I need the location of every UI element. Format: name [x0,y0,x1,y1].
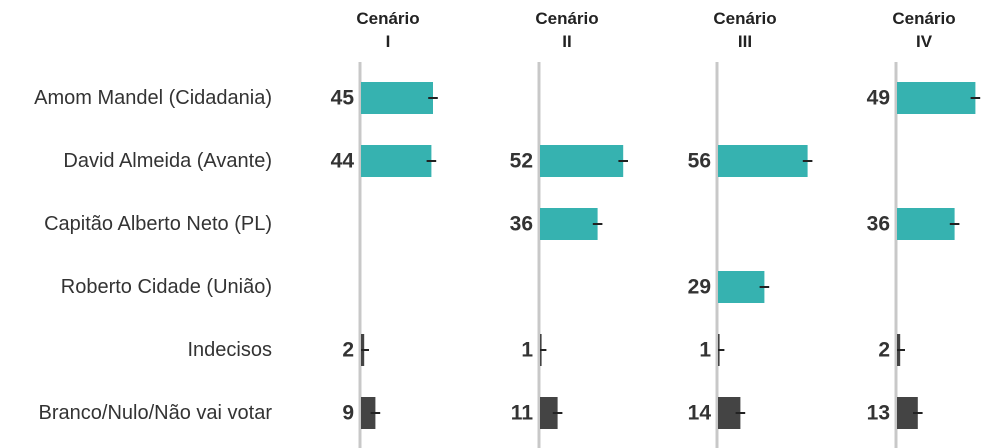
panel-subtitle: III [738,32,752,51]
bar [540,145,624,177]
panel-title: Cenário [892,9,955,28]
bar [361,82,433,114]
data-label: 11 [511,402,534,425]
bar [718,145,808,177]
data-label: 2 [342,339,354,362]
bar [540,397,558,429]
category-label: Indecisos [188,339,273,361]
category-label: Capitão Alberto Neto (PL) [44,213,272,235]
bar [361,397,376,429]
category-label: Branco/Nulo/Não vai votar [39,402,273,424]
panels: CenárioI454429CenárioII5236111CenárioIII… [331,9,981,448]
data-label: 9 [342,402,354,425]
panel-title: Cenário [356,9,419,28]
data-label: 29 [688,276,711,299]
data-label: 36 [510,213,533,236]
data-label: 44 [331,150,355,173]
data-label: 1 [699,339,711,362]
category-label: David Almeida (Avante) [63,150,272,172]
category-label: Amom Mandel (Cidadania) [34,87,272,109]
panel-title: Cenário [713,9,776,28]
data-label: 14 [688,402,712,425]
data-label: 1 [521,339,533,362]
data-label: 45 [331,87,355,110]
category-labels: Amom Mandel (Cidadania) David Almeida (Av… [34,87,272,424]
data-label: 56 [688,150,711,173]
panel-subtitle: IV [916,32,933,51]
panel-subtitle: II [562,32,571,51]
bar [897,82,976,114]
panel-title: Cenário [535,9,598,28]
data-label: 52 [510,150,533,173]
panel-3: Cenário III 56 29 1 14 [688,9,813,448]
bar [718,397,741,429]
data-label: 49 [867,87,890,110]
data-label: 2 [878,339,890,362]
data-label: 13 [867,402,890,425]
bar [540,208,598,240]
panel-subtitle: I [386,32,391,51]
bar [897,208,955,240]
category-label: Roberto Cidade (União) [61,276,272,298]
data-label: 36 [867,213,890,236]
panel-4: Cenário IV 49 36 2 13 [867,9,981,448]
panel-1: Cenário I 45 44 2 9 [331,9,438,448]
bar [718,271,765,303]
bar [361,145,432,177]
bar [897,397,918,429]
